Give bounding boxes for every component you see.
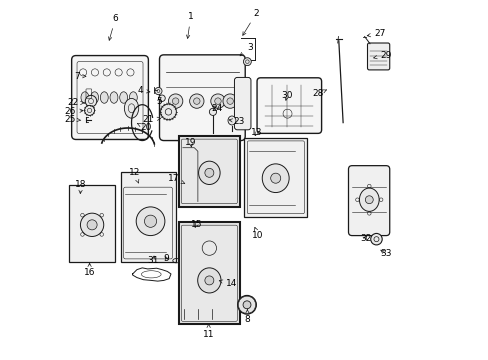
Text: 5: 5 [156,96,162,105]
Text: 30: 30 [281,91,292,100]
Ellipse shape [155,87,162,95]
Ellipse shape [84,105,94,116]
Bar [244,138,306,217]
Text: 10: 10 [252,228,264,240]
Ellipse shape [370,233,382,245]
Ellipse shape [204,168,213,177]
FancyBboxPatch shape [257,78,321,134]
Text: 3: 3 [240,43,253,56]
Text: 13: 13 [250,128,262,137]
Text: 20: 20 [137,123,152,132]
Ellipse shape [204,276,213,285]
Text: 19: 19 [185,138,197,147]
Text: 2: 2 [242,9,259,35]
Ellipse shape [227,116,235,125]
Text: 28: 28 [311,89,325,98]
Text: 12: 12 [129,168,140,183]
Ellipse shape [189,94,203,108]
Ellipse shape [159,95,165,102]
Ellipse shape [85,95,97,107]
Ellipse shape [80,213,103,237]
Text: 27: 27 [366,29,385,38]
Text: 15: 15 [190,220,202,229]
Ellipse shape [209,108,216,116]
Text: 31: 31 [147,256,159,265]
Ellipse shape [100,92,108,103]
Ellipse shape [243,301,250,309]
Text: 4: 4 [138,86,150,95]
Text: 16: 16 [83,263,95,277]
Text: 7: 7 [74,72,86,81]
Ellipse shape [110,92,118,103]
Ellipse shape [243,58,251,66]
FancyBboxPatch shape [234,77,250,130]
Text: 14: 14 [219,279,237,288]
Text: 8: 8 [244,309,250,324]
Text: 1: 1 [186,12,193,39]
Text: 29: 29 [373,51,390,60]
Ellipse shape [90,92,99,103]
Bar [121,172,176,262]
Ellipse shape [223,94,237,108]
Text: 17: 17 [167,175,184,184]
Text: 6: 6 [108,14,118,40]
Ellipse shape [144,215,156,227]
Ellipse shape [198,161,220,184]
Text: 24: 24 [211,104,223,113]
Text: 25: 25 [64,115,81,124]
Ellipse shape [193,98,200,104]
Ellipse shape [270,173,280,183]
FancyBboxPatch shape [348,166,389,235]
Text: 9: 9 [163,255,169,264]
Ellipse shape [81,92,89,103]
FancyBboxPatch shape [367,43,389,70]
Text: 21: 21 [142,115,160,124]
FancyBboxPatch shape [72,55,148,139]
Ellipse shape [172,98,179,104]
Ellipse shape [124,98,139,118]
Text: 23: 23 [229,117,244,126]
Ellipse shape [129,92,137,103]
Ellipse shape [160,104,176,120]
Ellipse shape [136,207,164,235]
Ellipse shape [210,94,224,108]
Bar [178,136,240,207]
Ellipse shape [237,296,256,314]
Text: 33: 33 [379,249,391,258]
Ellipse shape [120,92,127,103]
Text: 18: 18 [75,180,86,194]
Ellipse shape [226,98,233,104]
Text: 26: 26 [64,107,83,116]
Text: 32: 32 [359,234,371,243]
Text: 22: 22 [67,98,84,107]
Bar [178,222,240,324]
Ellipse shape [359,188,378,211]
Ellipse shape [168,94,183,108]
Ellipse shape [197,268,221,293]
Bar [69,185,115,262]
Ellipse shape [365,196,372,204]
Ellipse shape [214,98,221,104]
Ellipse shape [262,164,288,193]
Text: 11: 11 [203,324,214,339]
FancyBboxPatch shape [159,55,244,140]
Ellipse shape [87,220,97,230]
